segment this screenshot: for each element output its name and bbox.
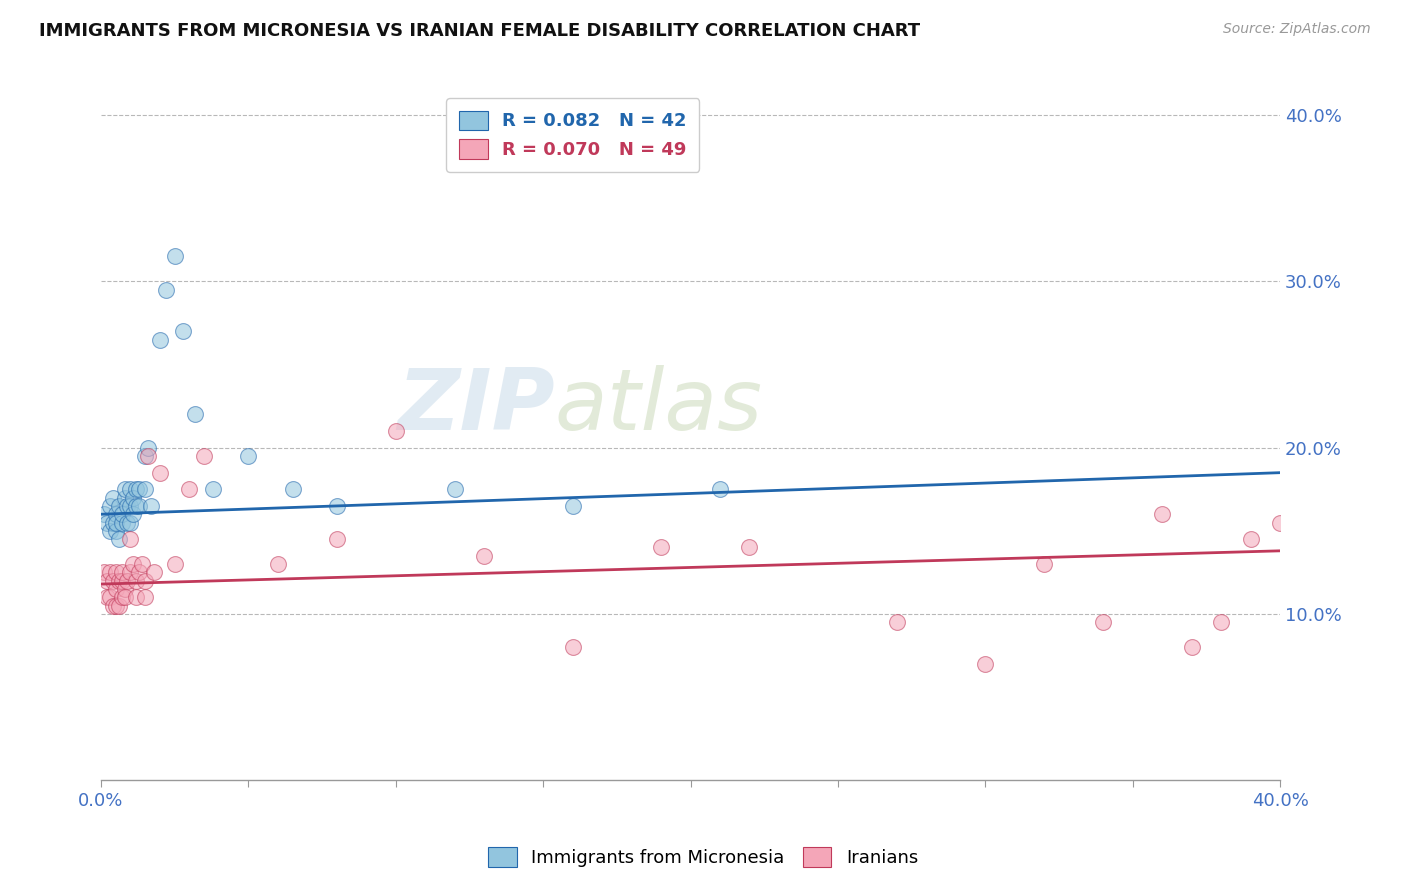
Point bbox=[120, 532, 142, 546]
Point bbox=[101, 491, 124, 505]
Point bbox=[114, 491, 136, 505]
Point bbox=[267, 557, 290, 571]
Point bbox=[173, 324, 195, 338]
Point bbox=[136, 441, 159, 455]
Point bbox=[149, 466, 172, 480]
Point bbox=[93, 508, 115, 522]
Point bbox=[110, 516, 132, 530]
Point bbox=[155, 283, 177, 297]
Text: Source: ZipAtlas.com: Source: ZipAtlas.com bbox=[1223, 22, 1371, 37]
Point bbox=[98, 499, 121, 513]
Point bbox=[104, 524, 127, 538]
Point bbox=[122, 508, 145, 522]
Point bbox=[326, 499, 349, 513]
Point bbox=[107, 499, 129, 513]
Point bbox=[101, 599, 124, 613]
Point bbox=[98, 566, 121, 580]
Point bbox=[125, 499, 148, 513]
Point bbox=[104, 508, 127, 522]
Point bbox=[110, 591, 132, 605]
Point bbox=[650, 541, 672, 555]
Point bbox=[143, 566, 166, 580]
Point bbox=[709, 483, 731, 497]
Point bbox=[98, 524, 121, 538]
Point bbox=[128, 499, 150, 513]
Point bbox=[96, 516, 118, 530]
Legend: R = 0.082   N = 42, R = 0.070   N = 49: R = 0.082 N = 42, R = 0.070 N = 49 bbox=[446, 98, 699, 172]
Point bbox=[117, 516, 139, 530]
Point bbox=[120, 566, 142, 580]
Point bbox=[101, 574, 124, 588]
Text: ZIP: ZIP bbox=[398, 365, 555, 448]
Text: IMMIGRANTS FROM MICRONESIA VS IRANIAN FEMALE DISABILITY CORRELATION CHART: IMMIGRANTS FROM MICRONESIA VS IRANIAN FE… bbox=[39, 22, 921, 40]
Point bbox=[179, 483, 201, 497]
Point bbox=[738, 541, 761, 555]
Point bbox=[149, 333, 172, 347]
Point bbox=[134, 449, 156, 463]
Point bbox=[139, 499, 162, 513]
Point bbox=[1152, 508, 1174, 522]
Point bbox=[120, 499, 142, 513]
Point bbox=[107, 532, 129, 546]
Point bbox=[104, 582, 127, 596]
Point bbox=[110, 566, 132, 580]
Point bbox=[107, 599, 129, 613]
Point bbox=[163, 557, 186, 571]
Point bbox=[120, 483, 142, 497]
Point bbox=[1209, 615, 1232, 630]
Point bbox=[1239, 532, 1261, 546]
Point bbox=[472, 549, 495, 563]
Point bbox=[110, 508, 132, 522]
Point bbox=[114, 582, 136, 596]
Point bbox=[201, 483, 224, 497]
Point bbox=[125, 483, 148, 497]
Text: atlas: atlas bbox=[555, 365, 763, 448]
Point bbox=[98, 591, 121, 605]
Point bbox=[561, 640, 583, 655]
Point bbox=[128, 566, 150, 580]
Point bbox=[134, 483, 156, 497]
Point bbox=[114, 591, 136, 605]
Point bbox=[886, 615, 908, 630]
Point bbox=[104, 599, 127, 613]
Point bbox=[134, 591, 156, 605]
Point bbox=[184, 408, 207, 422]
Point bbox=[128, 483, 150, 497]
Point bbox=[114, 483, 136, 497]
Point bbox=[561, 499, 583, 513]
Point bbox=[193, 449, 215, 463]
Point bbox=[93, 566, 115, 580]
Point bbox=[101, 516, 124, 530]
Point bbox=[104, 566, 127, 580]
Point bbox=[163, 250, 186, 264]
Point bbox=[384, 424, 406, 438]
Point bbox=[107, 574, 129, 588]
Point bbox=[1181, 640, 1204, 655]
Point bbox=[134, 574, 156, 588]
Point bbox=[104, 516, 127, 530]
Point bbox=[1033, 557, 1056, 571]
Point bbox=[443, 483, 465, 497]
Point bbox=[131, 557, 153, 571]
Point bbox=[96, 574, 118, 588]
Point bbox=[125, 574, 148, 588]
Point bbox=[96, 591, 118, 605]
Point bbox=[326, 532, 349, 546]
Point bbox=[974, 657, 997, 671]
Legend: Immigrants from Micronesia, Iranians: Immigrants from Micronesia, Iranians bbox=[481, 839, 925, 874]
Point bbox=[125, 591, 148, 605]
Point bbox=[281, 483, 304, 497]
Point bbox=[117, 499, 139, 513]
Point bbox=[136, 449, 159, 463]
Point bbox=[1268, 516, 1291, 530]
Point bbox=[122, 557, 145, 571]
Point bbox=[120, 516, 142, 530]
Point bbox=[122, 491, 145, 505]
Point bbox=[1092, 615, 1115, 630]
Point bbox=[110, 574, 132, 588]
Point bbox=[238, 449, 260, 463]
Point bbox=[117, 574, 139, 588]
